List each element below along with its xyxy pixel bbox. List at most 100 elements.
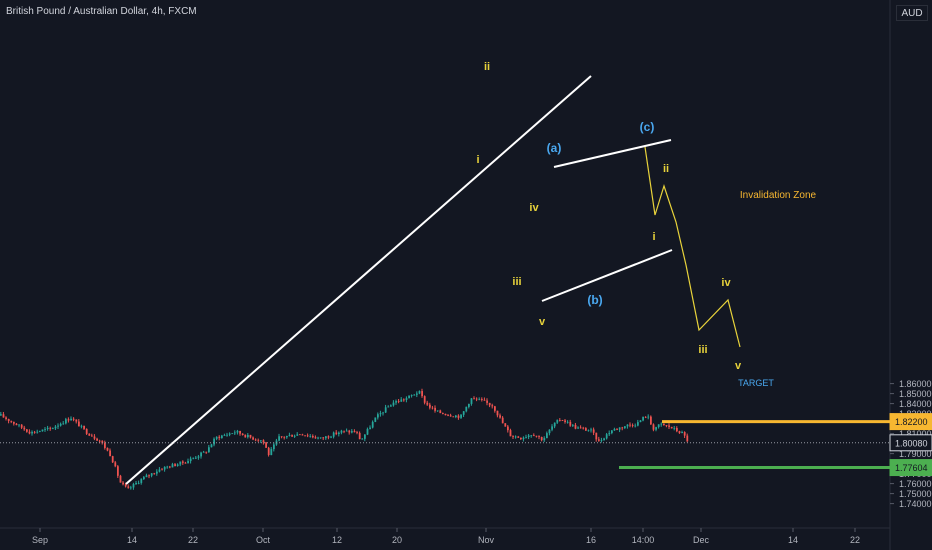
currency-button[interactable]: AUD [896,5,928,21]
y-tick-label: 1.76000 [899,479,932,489]
candle-body [101,441,104,443]
candle-body [143,477,145,480]
candle-body [114,462,117,467]
candle-body [535,435,538,437]
candle-body [223,434,226,436]
candle-body [161,469,163,471]
wedge-lower-line [541,249,673,302]
candle-body [499,415,501,418]
candle-body [457,415,460,418]
candle-body [327,436,330,438]
candle-body [611,430,613,434]
candle-body [650,416,652,425]
candle-body [538,436,540,438]
candles [0,388,689,490]
y-tick-label: 1.74000 [899,499,932,509]
candle-body [52,428,54,430]
wave-label: TARGET [738,378,774,388]
candle-body [553,422,556,427]
candle-body [288,435,291,436]
candle-body [228,433,231,435]
candle-body [460,414,462,418]
candle-body [322,437,325,439]
candle-body [197,456,200,458]
candle-body [592,429,595,433]
candle-body [533,435,535,437]
candle-body [67,419,70,421]
wave-label: (a) [547,141,562,155]
annotations: iiiiviiiv(a)(b)(c)iiiiviiivInvalidation … [476,61,816,388]
candle-body [239,430,241,434]
candle-body [618,427,621,430]
candle-body [335,432,338,435]
candle-body [673,428,676,429]
candle-body [249,434,252,438]
candle-body [488,402,491,406]
candle-body [403,399,405,401]
candle-body [624,426,626,428]
candle-body [221,435,223,439]
candle-body [374,417,377,422]
candle-body [600,440,603,441]
candle-body [213,438,215,445]
candle-body [210,444,213,448]
candle-body [267,447,270,455]
candle-body [530,435,533,437]
candle-body [371,421,374,428]
candle-body [93,436,96,439]
candle-body [312,436,314,438]
candle-body [634,425,637,427]
candle-body [169,466,171,468]
candle-body [642,416,644,421]
wave-label: v [735,360,742,372]
candle-body [379,413,382,415]
wave-label: iii [698,344,707,356]
candle-body [314,437,317,439]
candle-body [137,482,140,484]
candle-body [546,433,548,439]
candle-body [465,406,468,412]
candle-body [296,434,299,436]
candle-body [70,418,72,421]
candle-body [668,425,670,427]
candle-body [325,436,327,439]
wave-label: iii [512,276,521,288]
candle-body [395,401,397,403]
candle-body [200,452,202,457]
candle-body [423,396,426,403]
candle-body [556,420,559,423]
candle-body [88,433,91,436]
candle-body [444,413,447,416]
candle-body [517,436,520,438]
candle-body [166,466,169,468]
candle-body [158,469,161,472]
candle-body [686,435,689,442]
candle-body [306,435,309,437]
candle-body [520,437,522,440]
candle-body [215,436,218,439]
x-tick-label: 22 [188,535,198,545]
x-tick-label: 12 [332,535,342,545]
chart-title: British Pound / Australian Dollar, 4h, F… [6,6,197,17]
candle-body [140,479,143,483]
candle-body [218,436,221,439]
candle-body [46,427,49,430]
candle-body [377,414,379,418]
candle-body [522,437,525,440]
candle-body [345,430,348,432]
candle-body [504,423,507,427]
candle-body [270,449,273,455]
candle-body [361,438,364,440]
candle-body [241,433,244,436]
candle-body [319,437,322,439]
price-tag-label: 1.80080 [895,438,928,448]
candle-body [585,428,587,431]
candle-body [236,430,239,433]
candle-body [660,423,663,425]
candle-body [384,407,387,413]
candle-body [130,487,132,489]
candle-body [286,435,288,438]
candle-body [665,425,668,426]
candle-body [514,436,517,438]
